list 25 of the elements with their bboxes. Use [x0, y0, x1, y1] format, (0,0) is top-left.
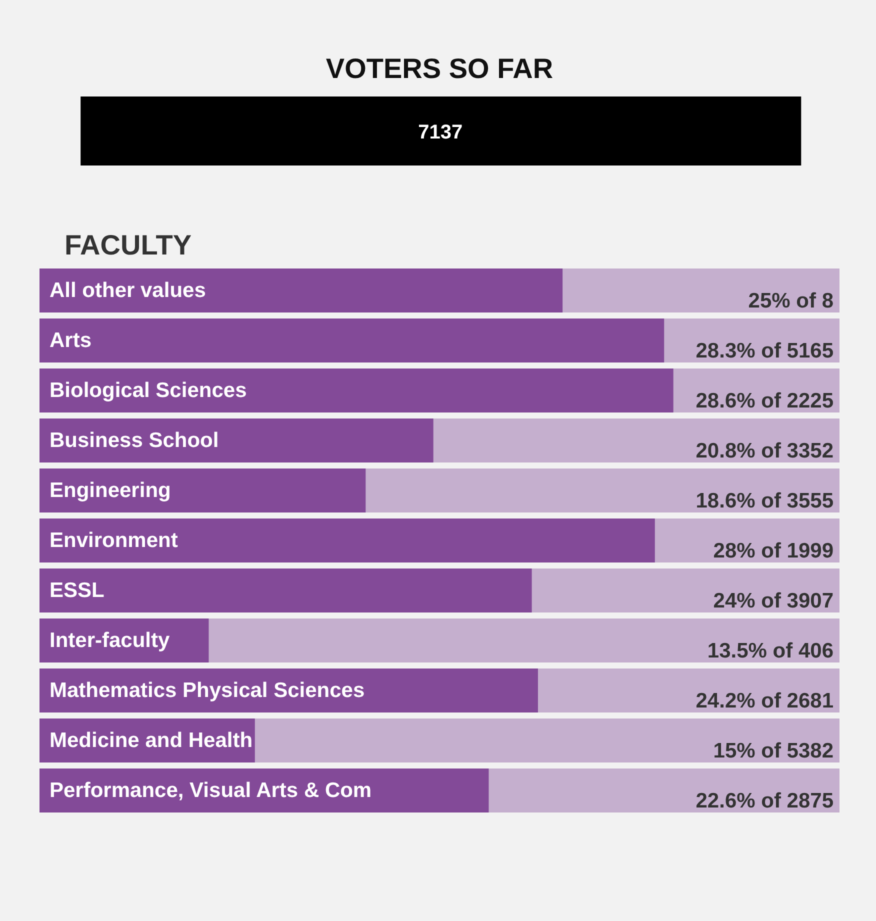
data-label: 20.8% of 3352	[696, 440, 834, 462]
category-label: Business School	[50, 429, 219, 452]
category-label: All other values	[50, 279, 206, 302]
category-label: ESSL	[50, 579, 104, 602]
data-label: 28.3% of 5165	[696, 340, 834, 362]
category-label: Biological Sciences	[50, 379, 247, 402]
data-label: 24% of 3907	[713, 590, 834, 612]
category-label: Environment	[50, 529, 178, 552]
data-label: 15% of 5382	[713, 740, 834, 762]
category-label: Engineering	[50, 479, 171, 502]
category-label: Inter-faculty	[50, 629, 170, 652]
text: 7137	[418, 122, 463, 144]
data-label: 13.5% of 406	[707, 640, 834, 662]
chart-title: FACULTY	[64, 230, 192, 260]
text: VOTERS SO FAR	[326, 53, 554, 84]
category-label: Medicine and Health	[50, 729, 253, 752]
data-label: 22.6% of 2875	[696, 790, 834, 812]
data-label: 28.6% of 2225	[696, 390, 834, 412]
data-label: 18.6% of 3555	[696, 490, 834, 512]
category-label: Performance, Visual Arts & Com	[50, 779, 372, 802]
category-label: Mathematics Physical Sciences	[50, 679, 365, 702]
data-label: 28% of 1999	[713, 540, 834, 562]
data-label: 25% of 8	[748, 290, 834, 312]
data-label: 24.2% of 2681	[696, 690, 834, 712]
category-label: Arts	[50, 329, 92, 352]
